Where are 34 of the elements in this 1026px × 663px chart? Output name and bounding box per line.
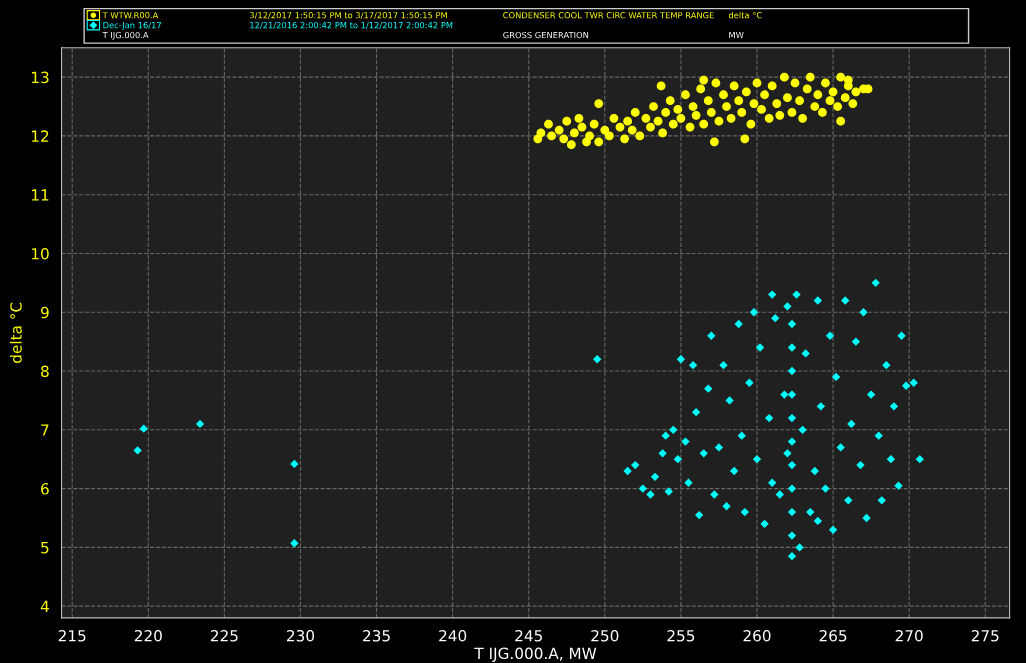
text: GROSS GENERATION	[503, 31, 589, 39]
y-tick-label: 12	[31, 130, 49, 142]
x-tick-label: 230	[287, 629, 315, 642]
text: T IJG.000.A	[102, 31, 149, 40]
y-tick-label: 6	[41, 483, 49, 495]
x-tick-label: 215	[58, 629, 86, 642]
text: MW	[729, 32, 744, 39]
text: delta °C	[728, 11, 762, 19]
x-tick-label: 260	[743, 629, 771, 642]
x-tick-label: 235	[363, 629, 390, 642]
legend-label: Dec-Jan 16/17	[103, 21, 161, 30]
text: 12/21/2016 2:00:42 PM to 1/12/2017 2:00:42 PM	[250, 21, 453, 29]
y-tick-label: 8	[41, 365, 49, 378]
y-tick-label: 5	[41, 542, 49, 554]
text: 3/12/2017 1:50:15 PM to 3/17/2017 1:50:15 PM	[249, 12, 447, 19]
x-tick-label: 250	[591, 629, 619, 642]
y-tick-label: 13	[31, 71, 49, 84]
x-tick-label: 240	[439, 629, 467, 642]
y-tick-label: 9	[41, 306, 49, 319]
y-axis-title: delta °C	[9, 302, 22, 363]
y-tick-label: 10	[31, 247, 49, 260]
x-tick-label: 265	[819, 629, 847, 642]
x-tick-label: 220	[134, 629, 162, 642]
x-tick-label: 255	[667, 629, 695, 642]
text: CONDENSER COOL TWR CIRC WATER TEMP RANGE	[503, 12, 714, 19]
y-tick-label: 11	[31, 189, 49, 201]
x-axis-title: T IJG.000.A, MW	[474, 647, 597, 662]
y-tick-label: 4	[40, 600, 49, 612]
x-tick-label: 245	[515, 629, 542, 642]
x-tick-label: 275	[971, 629, 999, 642]
x-tick-label: 225	[210, 629, 238, 642]
x-tick-label: 270	[895, 629, 923, 642]
y-tick-label: 7	[41, 424, 49, 436]
legend-label: T WTW.R00.A	[102, 12, 159, 19]
